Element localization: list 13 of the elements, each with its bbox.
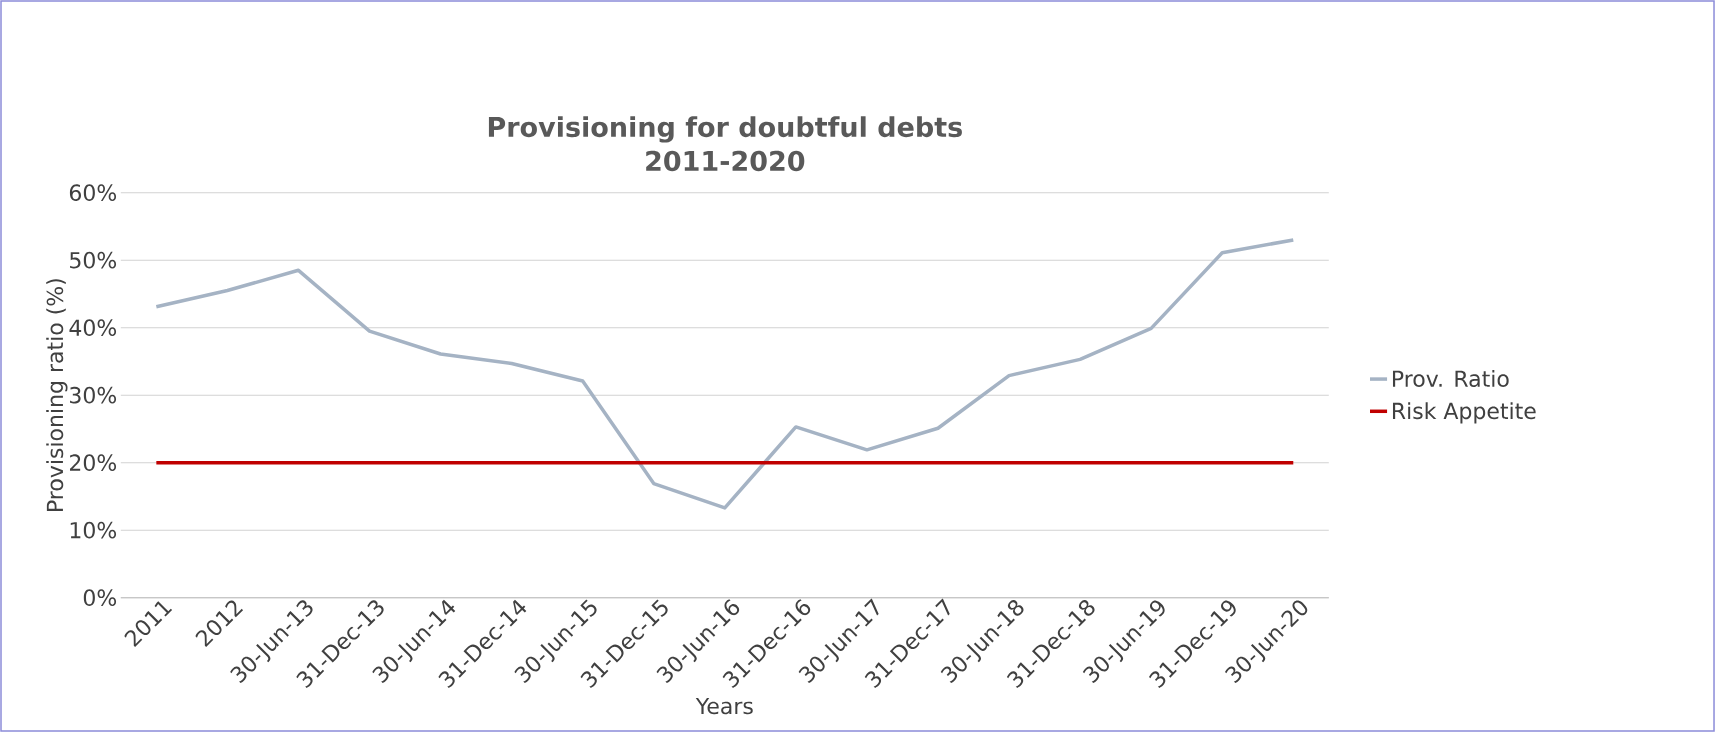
chart-title: Provisioning for doubtful debts 2011-2020 <box>488 116 962 172</box>
legend-label: Prov. Ratio <box>1392 369 1509 387</box>
x-axis-title: Years <box>695 697 753 715</box>
y-tick-label: 40% <box>69 319 117 336</box>
legend-label: Risk Appetite <box>1392 402 1536 424</box>
y-axis-title: Provisioning ratio (%) <box>46 279 68 511</box>
y-tick-label: 10% <box>70 521 117 539</box>
y-tick-label: 30% <box>70 386 117 404</box>
y-tick-label: 20% <box>69 454 117 471</box>
y-tick-label: 0% <box>83 589 117 606</box>
line-series <box>154 238 1296 510</box>
y-tick-label: 60% <box>69 184 117 202</box>
y-tick-label: 50% <box>70 251 117 269</box>
